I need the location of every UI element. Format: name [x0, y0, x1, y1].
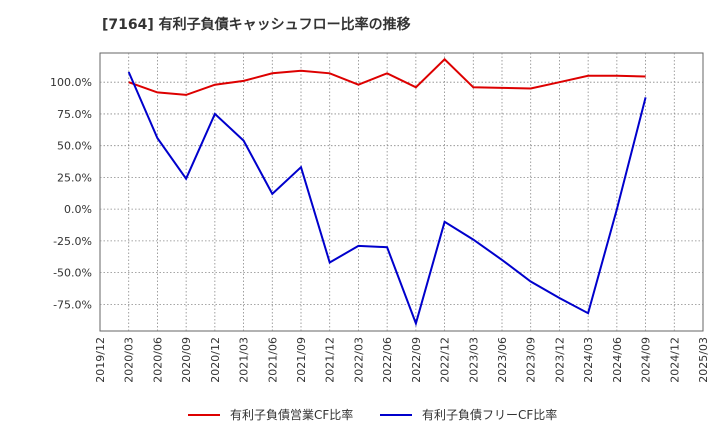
- x-tick-label: 2025/03: [697, 337, 710, 383]
- x-tick-label: 2020/12: [209, 337, 222, 383]
- series-layer: [127, 57, 647, 327]
- legend: 有利子負債営業CF比率 有利子負債フリーCF比率: [188, 407, 557, 422]
- x-tick-label: 2023/09: [525, 337, 538, 383]
- x-tick-label: 2024/06: [611, 337, 624, 383]
- x-tick-label: 2021/06: [266, 337, 279, 383]
- x-tick-label: 2024/03: [582, 337, 595, 383]
- y-tick-label: 0.0%: [64, 203, 92, 216]
- x-tick-label: 2023/12: [553, 337, 566, 383]
- plot-frame: [99, 52, 704, 332]
- x-tick-label: 2021/03: [238, 337, 251, 383]
- x-tick-label: 2020/06: [151, 337, 164, 383]
- x-tick-label: 2022/09: [410, 337, 423, 383]
- x-axis: 2019/12 2020/03 2020/06 2020/09 2020/12 2021/…: [94, 337, 710, 383]
- x-tick-label: 2024/09: [640, 337, 653, 383]
- x-tick-label: 2020/09: [180, 337, 193, 383]
- y-tick-label: 100.0%: [50, 76, 92, 89]
- legend-label-1: 有利子負債営業CF比率: [230, 407, 353, 422]
- series-line-2: [127, 71, 647, 327]
- x-tick-label: 2022/12: [439, 337, 452, 383]
- y-tick-label: -50.0%: [53, 267, 92, 280]
- chart-title: [7164] 有利子負債キャッシュフロー比率の推移: [102, 16, 411, 33]
- x-tick-label: 2021/12: [324, 337, 337, 383]
- y-tick-label: 50.0%: [57, 140, 92, 153]
- x-tick-label: 2020/03: [123, 337, 136, 383]
- x-tick-label: 2019/12: [94, 337, 107, 383]
- x-tick-label: 2022/03: [352, 337, 365, 383]
- legend-label-2: 有利子負債フリーCF比率: [422, 407, 557, 422]
- y-tick-label: 75.0%: [57, 108, 92, 121]
- y-tick-label: -25.0%: [53, 235, 92, 248]
- y-tick-label: -75.0%: [53, 298, 92, 311]
- x-tick-label: 2024/12: [668, 337, 681, 383]
- y-tick-label: 25.0%: [57, 171, 92, 184]
- x-tick-label: 2023/03: [467, 337, 480, 383]
- x-tick-label: 2023/06: [496, 337, 509, 383]
- grid: [100, 53, 703, 331]
- y-axis: 100.0% 75.0% 50.0% 25.0% 0.0% -25.0% -50.0% -75…: [50, 76, 92, 311]
- x-tick-label: 2021/09: [295, 337, 308, 383]
- series-line-1: [128, 57, 646, 96]
- x-tick-label: 2022/06: [381, 337, 394, 383]
